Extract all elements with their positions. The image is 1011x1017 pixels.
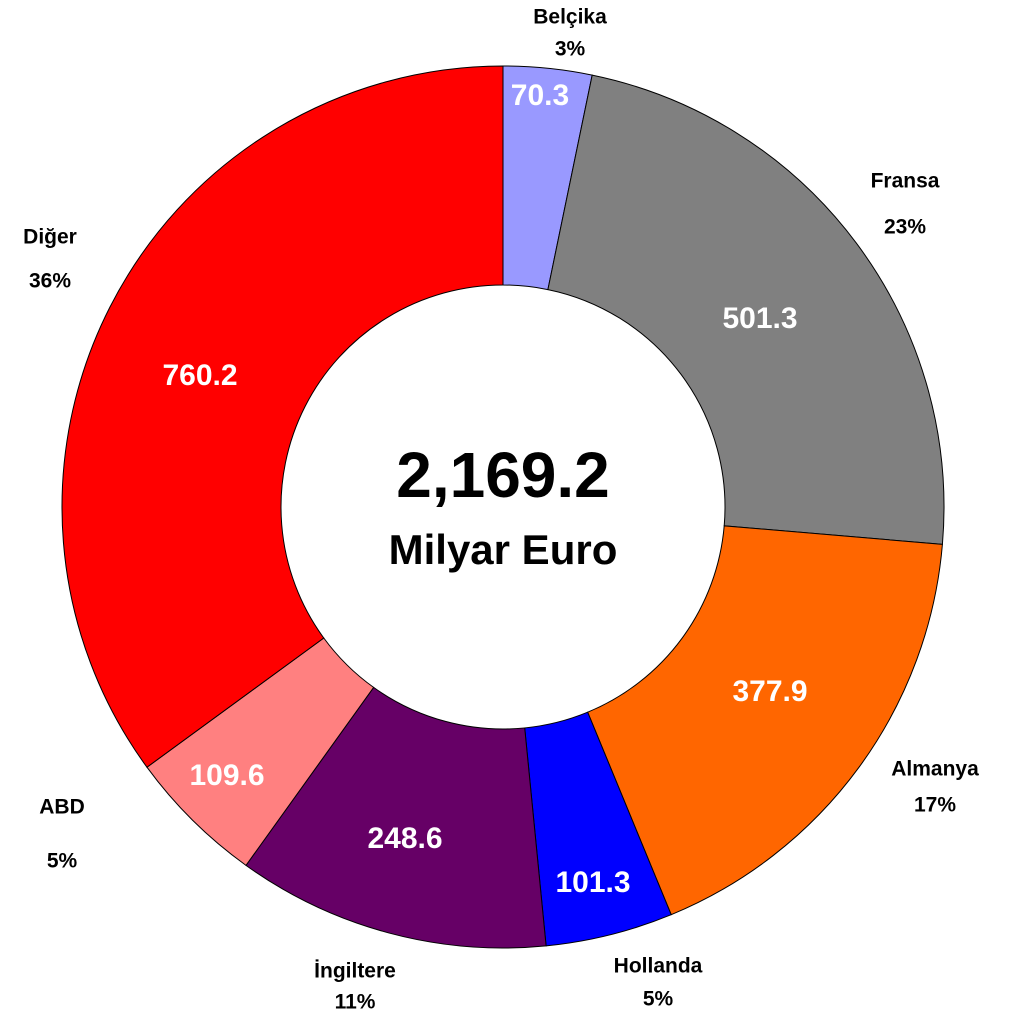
value-label: 70.3 [511, 79, 569, 112]
category-label: Almanya [891, 758, 979, 781]
category-label: Diğer [23, 226, 77, 249]
percent-label: 3% [555, 38, 586, 61]
percent-label: 17% [914, 794, 956, 817]
category-label: İngiltere [314, 960, 396, 983]
slice [547, 74, 945, 545]
value-label: 377.9 [732, 675, 807, 708]
slice [61, 65, 504, 768]
percent-label: 5% [643, 988, 674, 1011]
category-label: Belçika [533, 6, 607, 29]
category-label: Hollanda [614, 955, 703, 978]
center-total: 2,169.2 [396, 439, 610, 511]
value-label: 501.3 [722, 302, 797, 335]
value-label: 760.2 [162, 359, 237, 392]
value-label: 248.6 [367, 822, 442, 855]
percent-label: 36% [29, 270, 71, 293]
center-subtitle: Milyar Euro [389, 526, 618, 573]
percent-label: 5% [47, 850, 78, 873]
percent-label: 11% [335, 991, 376, 1014]
value-label: 101.3 [555, 866, 630, 899]
slice [587, 525, 943, 916]
category-label: ABD [39, 796, 85, 819]
slices [61, 65, 945, 949]
slice [245, 686, 547, 949]
value-label: 109.6 [189, 759, 264, 792]
percent-label: 23% [884, 216, 926, 239]
category-label: Fransa [871, 170, 940, 193]
